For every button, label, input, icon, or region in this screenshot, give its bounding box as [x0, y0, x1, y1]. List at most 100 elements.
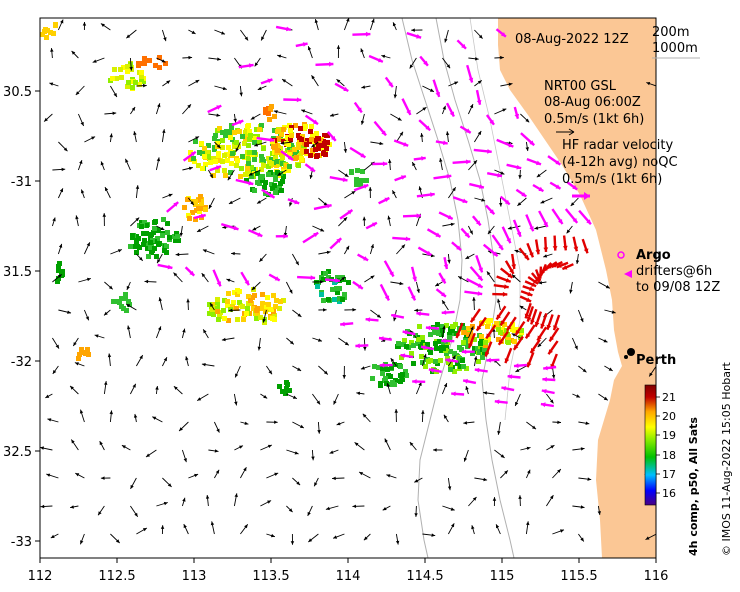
gsl-arrow [543, 253, 553, 258]
sst-cell [322, 133, 327, 138]
radar-arrow [494, 399, 508, 405]
y-tick-label: -31 [11, 175, 32, 190]
gsl-arrow [578, 365, 587, 373]
gsl-arrow [161, 356, 168, 367]
gsl-arrow [252, 225, 261, 231]
gsl-arrow [40, 446, 53, 451]
x-tick-label: 115 [490, 569, 515, 584]
gsl-arrow [231, 251, 241, 256]
gsl-arrow [486, 271, 495, 283]
perth-marker [624, 348, 635, 359]
sst-cell [267, 117, 272, 122]
radar-arrow [486, 172, 503, 178]
gsl-arrow [416, 106, 427, 115]
gsl-arrow [471, 525, 475, 535]
gsl-arrow [494, 108, 507, 115]
sst-cell [466, 332, 471, 337]
gsl-arrow [110, 533, 121, 544]
gsl-arrow [368, 186, 372, 199]
sst-cell [476, 359, 481, 364]
gsl-arrow [390, 357, 397, 367]
gsl-arrow [125, 303, 137, 311]
radar-arrow [526, 351, 535, 368]
sst-cell [157, 241, 162, 246]
gsl-arrow [103, 309, 111, 316]
sst-cell [215, 302, 220, 307]
sst-cell [488, 318, 493, 323]
sst-cell [246, 294, 251, 299]
sst-cell [146, 254, 151, 259]
gsl-arrow [338, 169, 349, 178]
gsl-arrow [273, 110, 287, 115]
sst-cell [193, 139, 198, 144]
gsl-arrow [457, 276, 469, 283]
sst-cell [76, 356, 81, 361]
sst-cell [160, 233, 165, 238]
radar-arrow [297, 275, 316, 281]
sst-cell [215, 168, 220, 173]
radar-arrow [475, 255, 484, 273]
sst-cell [496, 327, 501, 332]
sst-cell [237, 300, 242, 305]
sst-cell [262, 185, 267, 190]
sst-cell [404, 344, 409, 349]
sst-cell [134, 240, 139, 245]
radar-arrow [372, 161, 388, 167]
radar-arrow [357, 253, 369, 262]
radar-arrow [212, 269, 222, 287]
gsl-arrow [468, 496, 477, 507]
gsl-arrow [336, 421, 345, 426]
colorbar-ticks: 21 20 19 18 17 16 [656, 391, 676, 500]
gsl-arrow [526, 421, 537, 430]
gsl-arrow [100, 23, 111, 31]
gsl-arrow [233, 113, 237, 123]
gsl-arrow [78, 277, 92, 283]
sst-cell [326, 269, 331, 274]
sst-cell [139, 78, 144, 83]
sst-cell [272, 145, 277, 150]
gsl-arrow [537, 337, 547, 348]
sst-cell [450, 328, 455, 333]
radar-arrow [532, 183, 545, 193]
sst-cell [196, 206, 201, 211]
radar-arrow [455, 322, 464, 339]
sst-cell [157, 55, 162, 60]
gsl-arrow [396, 131, 404, 143]
gsl-arrow [74, 362, 85, 367]
sst-cell [436, 331, 441, 336]
sst-cell [139, 220, 144, 225]
bathymetry-inner [469, 18, 521, 421]
radar-arrow [469, 308, 481, 323]
gsl-arrow [463, 449, 469, 462]
gsl-arrow [173, 272, 183, 283]
gsl-arrow [386, 382, 391, 395]
sst-cell [432, 330, 437, 335]
sst-cell [479, 339, 484, 344]
sst-cell [202, 154, 207, 159]
sst-cell [252, 171, 257, 176]
sst-cell [259, 167, 264, 172]
sst-cell [136, 63, 141, 68]
sst-cell [268, 107, 273, 112]
radar-arrow [515, 188, 527, 198]
radar-arrow [378, 196, 390, 205]
gsl-arrow [352, 504, 365, 508]
radar-arrow [581, 238, 589, 254]
sst-cell [263, 302, 268, 307]
sst-cell [231, 300, 236, 305]
sst-cell [252, 150, 257, 155]
sst-cell [215, 309, 220, 314]
sst-cell [482, 351, 487, 356]
gsl-arrow [158, 297, 163, 311]
sst-cell [315, 136, 320, 141]
radar-arrow [552, 235, 558, 251]
sst-cell [186, 213, 191, 218]
radar-arrow [445, 102, 455, 118]
date-label: 08-Aug-2022 12Z [515, 32, 629, 47]
sst-cell [128, 244, 133, 249]
sst-cell [259, 154, 264, 159]
radar-arrow [482, 243, 499, 258]
sst-cell [472, 337, 477, 342]
gsl-arrow [82, 21, 87, 31]
gsl-arrow [50, 48, 54, 59]
